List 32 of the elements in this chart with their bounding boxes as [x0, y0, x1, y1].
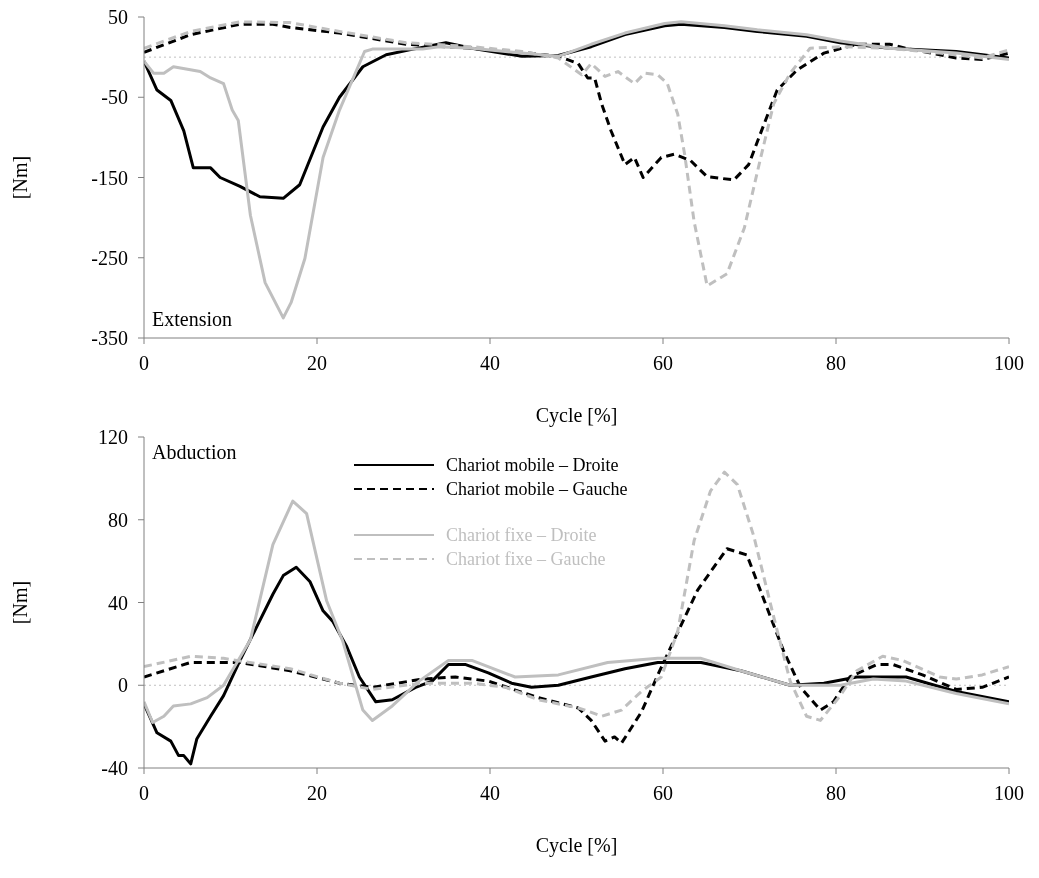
y-axis-title: [Nm] [9, 155, 32, 200]
x-tick-label: 40 [480, 352, 500, 375]
y-tick-label: 50 [108, 6, 128, 29]
annotation: Extension [152, 308, 232, 331]
x-tick-label: 0 [139, 782, 149, 805]
y-tick-label: -350 [91, 327, 128, 350]
x-tick-label: 80 [826, 782, 846, 805]
y-tick-label: 120 [98, 426, 128, 449]
x-tick-label: 100 [994, 352, 1024, 375]
y-tick-label: -250 [91, 246, 128, 269]
legend-label: Chariot mobile – Gauche [446, 478, 628, 500]
annotation: Abduction [152, 441, 237, 464]
x-tick-label: 0 [139, 352, 149, 375]
x-tick-label: 20 [307, 352, 327, 375]
x-tick-label: 60 [653, 782, 673, 805]
x-tick-label: 100 [994, 782, 1024, 805]
y-tick-label: 40 [108, 591, 128, 614]
legend-label: Chariot fixe – Droite [446, 524, 597, 546]
legend-label: Chariot mobile – Droite [446, 454, 619, 476]
y-tick-label: 80 [108, 508, 128, 531]
y-tick-label: -150 [91, 166, 128, 189]
x-tick-label: 60 [653, 352, 673, 375]
x-axis-title: Cycle [%] [535, 834, 618, 857]
legend-label: Chariot fixe – Gauche [446, 548, 606, 570]
x-tick-label: 20 [307, 782, 327, 805]
y-tick-label: 0 [118, 674, 128, 697]
y-tick-label: -50 [101, 86, 128, 109]
y-axis-title: [Nm] [9, 580, 32, 625]
x-tick-label: 80 [826, 352, 846, 375]
x-axis-title: Cycle [%] [535, 404, 618, 427]
x-tick-label: 40 [480, 782, 500, 805]
y-tick-label: -40 [101, 757, 128, 780]
